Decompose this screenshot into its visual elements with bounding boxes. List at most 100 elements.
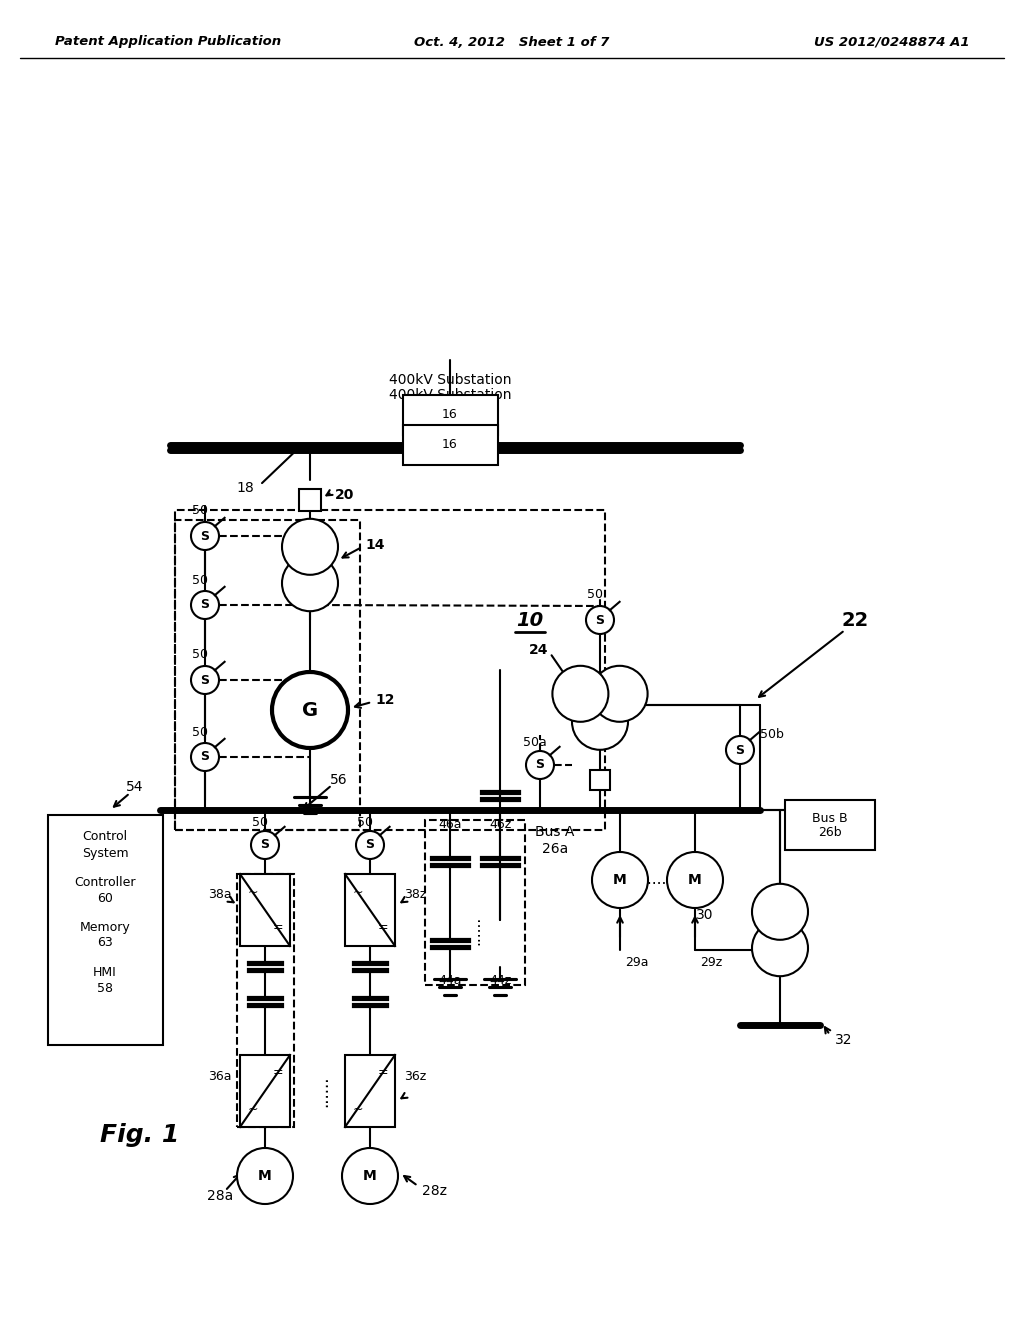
Text: 36z: 36z: [403, 1069, 426, 1082]
Text: 46z: 46z: [488, 818, 511, 832]
Text: 400kV Substation: 400kV Substation: [389, 374, 511, 387]
Text: S: S: [596, 614, 604, 627]
Text: Bus A: Bus A: [536, 825, 574, 840]
Circle shape: [251, 832, 279, 859]
Circle shape: [572, 694, 628, 750]
Text: Control: Control: [83, 830, 128, 843]
Circle shape: [272, 672, 348, 748]
Bar: [47, 814, 163, 1045]
Text: 50: 50: [357, 817, 373, 829]
Text: M: M: [613, 873, 627, 887]
Text: S: S: [201, 673, 210, 686]
Text: 26b: 26b: [818, 825, 842, 838]
Text: 16: 16: [442, 408, 458, 421]
Text: M: M: [364, 1170, 377, 1183]
Text: S: S: [366, 838, 375, 851]
Text: S: S: [536, 759, 545, 771]
Text: 18: 18: [237, 480, 254, 495]
Circle shape: [592, 665, 647, 722]
Text: Memory: Memory: [80, 920, 130, 933]
Text: 46a: 46a: [438, 818, 462, 832]
Text: 30: 30: [696, 908, 714, 921]
Bar: [402, 395, 498, 436]
Bar: [402, 425, 498, 465]
Bar: [175, 510, 605, 830]
Text: =: =: [272, 1067, 283, 1080]
Text: Patent Application Publication: Patent Application Publication: [55, 36, 282, 49]
Text: S: S: [260, 838, 269, 851]
Text: 14: 14: [365, 539, 384, 552]
Text: 50: 50: [587, 589, 603, 602]
Text: M: M: [258, 1170, 272, 1183]
Text: G: G: [302, 701, 318, 719]
Text: ~: ~: [247, 886, 258, 899]
Bar: [240, 874, 290, 946]
Bar: [785, 800, 874, 850]
Text: 44a: 44a: [438, 974, 462, 986]
Text: 38z: 38z: [403, 888, 426, 902]
Text: =: =: [272, 921, 283, 935]
Bar: [590, 770, 610, 789]
Circle shape: [526, 751, 554, 779]
Circle shape: [752, 920, 808, 977]
Text: 58: 58: [97, 982, 113, 994]
Text: System: System: [82, 846, 128, 859]
Text: 50: 50: [193, 573, 208, 586]
Text: 36a: 36a: [208, 1069, 231, 1082]
Text: 16: 16: [442, 438, 458, 451]
Text: 12: 12: [375, 693, 394, 708]
Text: US 2012/0248874 A1: US 2012/0248874 A1: [814, 36, 970, 49]
Circle shape: [191, 743, 219, 771]
Text: 50a: 50a: [523, 737, 547, 750]
Text: 29z: 29z: [700, 956, 722, 969]
Text: 56: 56: [330, 774, 347, 787]
Bar: [240, 1055, 290, 1127]
Text: 44z: 44z: [488, 974, 511, 986]
Circle shape: [667, 851, 723, 908]
Text: 32: 32: [835, 1034, 853, 1047]
Text: 28z: 28z: [422, 1184, 447, 1199]
Circle shape: [552, 665, 608, 722]
Circle shape: [191, 591, 219, 619]
Bar: [345, 874, 395, 946]
Circle shape: [726, 737, 754, 764]
Text: ......: ......: [468, 915, 482, 945]
Bar: [237, 874, 294, 1127]
Bar: [299, 488, 321, 511]
Text: 10: 10: [516, 610, 544, 630]
Circle shape: [342, 1148, 398, 1204]
Circle shape: [586, 606, 614, 634]
Text: 29a: 29a: [625, 956, 648, 969]
Circle shape: [237, 1148, 293, 1204]
Text: 20: 20: [335, 488, 354, 502]
Text: Controller: Controller: [75, 875, 136, 888]
Circle shape: [191, 521, 219, 550]
Text: Bus B: Bus B: [812, 812, 848, 825]
Bar: [425, 820, 525, 985]
Text: 24: 24: [528, 643, 548, 657]
Text: 50: 50: [193, 726, 208, 738]
Circle shape: [282, 519, 338, 574]
Text: HMI: HMI: [93, 965, 117, 978]
Circle shape: [356, 832, 384, 859]
Text: ~: ~: [247, 1102, 258, 1115]
Text: 63: 63: [97, 936, 113, 949]
Text: 60: 60: [97, 891, 113, 904]
Text: 400kV Substation: 400kV Substation: [389, 388, 511, 403]
Text: S: S: [201, 598, 210, 611]
Text: =: =: [377, 1067, 388, 1080]
Text: =: =: [377, 921, 388, 935]
Circle shape: [752, 884, 808, 940]
Text: S: S: [735, 743, 744, 756]
Text: ......: ......: [642, 873, 672, 887]
Text: 54: 54: [126, 780, 143, 795]
Circle shape: [282, 556, 338, 611]
Text: ~: ~: [352, 886, 362, 899]
Text: 50b: 50b: [760, 729, 784, 742]
Circle shape: [191, 667, 219, 694]
Text: 28a: 28a: [207, 1189, 233, 1203]
Circle shape: [592, 851, 648, 908]
Text: 38a: 38a: [208, 888, 231, 902]
Text: ~: ~: [352, 1102, 362, 1115]
Text: S: S: [201, 529, 210, 543]
